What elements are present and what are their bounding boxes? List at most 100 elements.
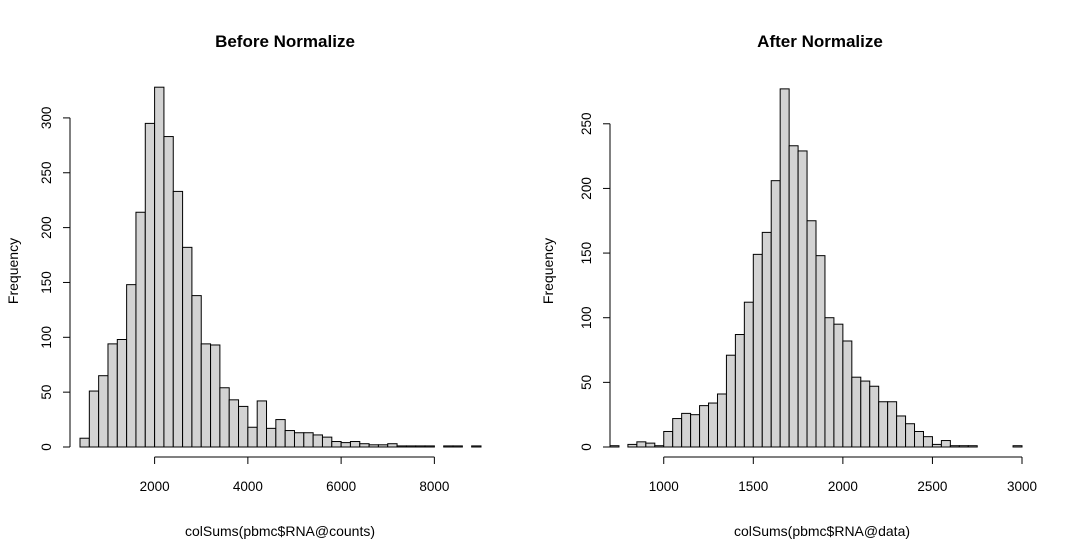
histogram-bar [609, 445, 620, 448]
x-tick-label: 1000 [649, 479, 679, 494]
y-tick-label: 50 [39, 385, 54, 400]
y-tick-label: 250 [579, 113, 594, 136]
histogram-bar [452, 445, 463, 448]
histogram-bar [779, 88, 790, 448]
histogram-bar [415, 445, 426, 448]
histogram-bar [645, 442, 656, 448]
histogram-bar [681, 412, 692, 448]
histogram-panel-1: 2000 4000 6000 8000 0 50 100 150 200 250 300 Before… [5, 32, 482, 539]
histogram-bar [396, 445, 407, 448]
histogram-bar [247, 426, 258, 448]
histogram-bar [256, 400, 268, 448]
y-tick-label: 300 [39, 107, 54, 130]
histogram-bar [931, 443, 942, 448]
x-tick-label: 1500 [738, 479, 768, 494]
x-tick-label: 3000 [1007, 479, 1037, 494]
histogram-bar [312, 434, 323, 448]
histogram-bar [860, 380, 871, 448]
histogram-bar [424, 445, 435, 448]
histogram-bar [107, 343, 118, 448]
histogram-bar [377, 444, 389, 448]
histogram-bar [200, 343, 212, 448]
histogram-bar [905, 423, 916, 448]
histogram-panel-2: 1000 1500 2000 2500 3000 0 50 100 150 200 250 After… [540, 32, 1037, 539]
x-tick-label: 2000 [140, 479, 170, 494]
x-tick-label: 6000 [326, 479, 356, 494]
x-tick-label: 2000 [828, 479, 858, 494]
histogram-bar [266, 427, 277, 448]
histogram-bar [98, 375, 109, 448]
x-tick-label: 2500 [917, 479, 947, 494]
histogram-bar [210, 344, 221, 448]
histogram-bar [699, 405, 710, 448]
histogram-bar [349, 441, 361, 448]
histogram-bar [116, 339, 128, 448]
y-tick-label: 0 [579, 443, 594, 451]
histogram-bar [949, 445, 960, 448]
histogram-bar [761, 231, 772, 448]
histogram-bar [878, 401, 889, 448]
histogram-bar [627, 443, 638, 448]
histogram-bar [79, 437, 90, 448]
histogram-bar [1012, 445, 1023, 448]
histogram-bar [716, 393, 727, 448]
histogram-bar [824, 317, 835, 448]
histogram-bar [725, 354, 736, 448]
histogram-bar [471, 445, 482, 448]
histogram-bar [797, 150, 808, 448]
histogram-bar [191, 295, 202, 448]
histogram-bar [967, 445, 978, 448]
histogram-bar [340, 442, 351, 448]
y-tick-label: 200 [39, 216, 54, 239]
histogram-bar [708, 402, 718, 448]
histogram-bar [331, 441, 342, 448]
histogram-bar [690, 414, 701, 448]
histogram-bar [154, 86, 165, 448]
histogram-bar [387, 443, 398, 448]
histogram-bar [869, 385, 880, 448]
histogram-bar [734, 334, 745, 448]
histogram-bar [663, 430, 674, 448]
histogram-bar [126, 284, 137, 448]
histogram-bar [752, 253, 763, 448]
histogram-bar [887, 401, 898, 448]
histogram-bar [275, 419, 286, 448]
y-tick-label: 100 [579, 306, 594, 329]
histogram-bar [672, 418, 683, 448]
chart-title: Before Normalize [215, 32, 355, 51]
histogram-bar [788, 145, 799, 448]
x-axis-label: colSums(pbmc$RNA@counts) [185, 523, 375, 539]
histogram-bar [636, 441, 647, 448]
histogram-bar [293, 432, 305, 448]
y-axis-label: Frequency [540, 238, 556, 304]
histogram-bar [228, 399, 240, 448]
histogram-bar [238, 405, 249, 448]
histogram-bar [851, 376, 862, 448]
y-tick-label: 250 [39, 161, 54, 184]
histogram-bar [922, 436, 933, 448]
y-tick-label: 50 [579, 375, 594, 390]
x-tick-label: 4000 [233, 479, 263, 494]
histogram-bar [219, 387, 230, 448]
histogram-bar [842, 340, 853, 448]
y-axis-label: Frequency [5, 238, 21, 304]
histogram-bar [743, 301, 754, 448]
histogram-bar [654, 445, 665, 448]
histogram-bar [815, 255, 826, 448]
histogram-bar [172, 190, 184, 448]
histogram-bar [284, 430, 295, 448]
histogram-bar [359, 443, 370, 448]
histogram-bar [182, 246, 193, 448]
histogram-bar [321, 436, 333, 448]
chart-title: After Normalize [757, 32, 883, 51]
histogram-bar [833, 323, 844, 448]
histogram-bar [163, 136, 174, 448]
histogram-bar [443, 445, 454, 448]
y-tick-label: 0 [39, 443, 54, 451]
histogram-bar [303, 432, 314, 448]
x-tick-label: 8000 [419, 479, 449, 494]
histogram-bar [770, 180, 781, 448]
histogram-bar [806, 220, 817, 448]
histogram-bar [144, 122, 156, 448]
